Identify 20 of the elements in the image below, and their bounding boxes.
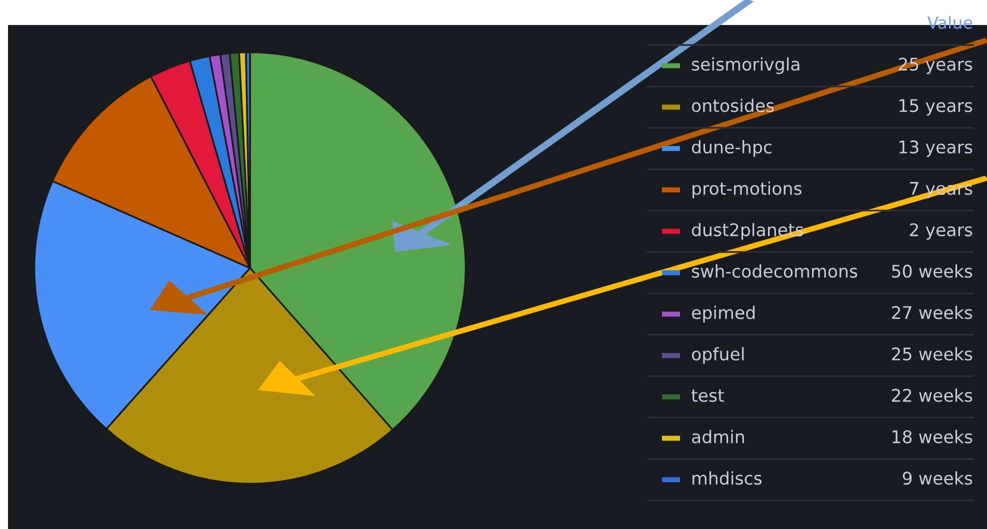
text: 27 weeks [892, 306, 972, 320]
text: 2 years [910, 223, 972, 240]
legend-label: prot-motions [692, 182, 802, 198]
legend-label: opfuel [692, 347, 744, 364]
text: 50 weeks [892, 264, 972, 278]
text: 25 weeks [892, 347, 972, 361]
legend-label: seismorivgla [692, 57, 800, 74]
legend-label: test [691, 390, 724, 402]
legend-label: epimed [692, 306, 755, 322]
text: 18 weeks [892, 430, 972, 444]
legend-label: mhdiscs [692, 471, 762, 485]
legend-label: admin [692, 430, 744, 444]
text: 9 weeks [902, 471, 972, 485]
legend-label: swh-codecommons [692, 264, 858, 278]
text: 22 weeks [892, 388, 972, 402]
text: 13 years [900, 140, 972, 157]
legend-label: dust2planets [692, 222, 804, 240]
legend-label: ontosides [692, 98, 774, 112]
text: 15 years [900, 99, 972, 116]
legend-label: dune-hpc [692, 140, 772, 157]
